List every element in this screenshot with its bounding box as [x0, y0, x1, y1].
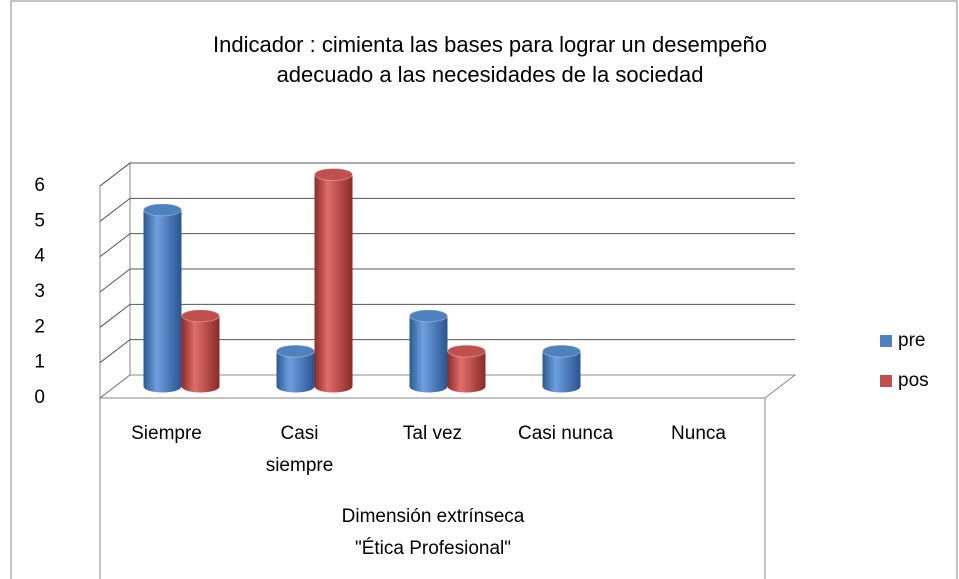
- y-tick-label: 5: [34, 210, 45, 231]
- bar-top: [542, 344, 581, 358]
- grid-line: [99, 233, 795, 258]
- y-tick-label: 6: [34, 175, 45, 196]
- x-axis-title: "Ética Profesional": [355, 538, 511, 559]
- y-tick-label: 2: [34, 316, 45, 337]
- bar-top: [447, 344, 486, 358]
- y-tick-label: 4: [34, 246, 45, 267]
- bar-body: [143, 209, 182, 393]
- bar-body: [181, 315, 220, 393]
- legend-label: pos: [898, 370, 929, 391]
- chart-title: adecuado a las necesidades de la socieda…: [277, 62, 704, 87]
- grid-line: [99, 303, 795, 328]
- bar-body: [409, 315, 448, 393]
- bar: [276, 344, 315, 393]
- grid-line: [99, 339, 795, 364]
- y-tick-label: 0: [34, 387, 45, 408]
- y-tick-label: 1: [34, 352, 45, 373]
- x-tick-label: Casi siempre: [266, 423, 334, 476]
- bar: [447, 344, 486, 393]
- bar-top: [409, 309, 448, 323]
- legend-label: pre: [898, 330, 925, 351]
- bar-body: [542, 351, 581, 393]
- bar-top: [276, 344, 315, 358]
- bar: [181, 309, 220, 393]
- bar-top: [181, 309, 220, 323]
- y-tick-label: 3: [34, 281, 45, 302]
- grid-line: [99, 268, 795, 293]
- bar: [542, 344, 581, 393]
- x-tick-label: Casi nunca: [518, 423, 613, 444]
- legend-swatch: [880, 375, 892, 387]
- bar-top: [314, 168, 353, 181]
- x-tick-label: Siempre: [131, 423, 202, 444]
- x-tick-label: Nunca: [671, 423, 726, 444]
- bar-body: [276, 351, 315, 393]
- bar: [143, 203, 182, 393]
- x-axis-title: Dimensión extrínseca: [342, 506, 525, 527]
- x-tick-label-line: siempre: [266, 455, 334, 476]
- bar-top: [143, 203, 182, 217]
- bar-body: [314, 174, 353, 393]
- grid-line: [99, 197, 795, 222]
- legend-swatch: [880, 335, 892, 347]
- bar: [314, 168, 353, 393]
- chart-title: Indicador : cimienta las bases para logr…: [213, 32, 767, 57]
- frame: [10, 0, 958, 579]
- bar-body: [447, 351, 486, 393]
- grid-line: [99, 162, 795, 187]
- x-tick-label: Tal vez: [403, 423, 462, 444]
- x-tick-label-line: Casi: [280, 423, 318, 444]
- bar: [409, 309, 448, 393]
